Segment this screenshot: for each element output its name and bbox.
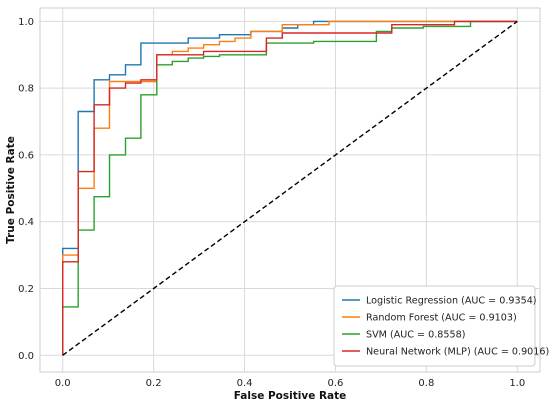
legend-entry: Logistic Regression (AUC = 0.9354) bbox=[366, 296, 537, 307]
series-line-3 bbox=[62, 20, 518, 356]
y-tick-label: 0.8 bbox=[18, 84, 34, 95]
x-tick-label: 0.0 bbox=[55, 378, 71, 389]
legend-entry: Neural Network (MLP) (AUC = 0.9016) bbox=[366, 347, 549, 358]
y-tick-label: 0.4 bbox=[18, 217, 34, 228]
y-tick-label: 0.6 bbox=[18, 150, 34, 161]
legend-entry: Random Forest (AUC = 0.9103) bbox=[366, 313, 517, 324]
x-tick-labels: 0.0 0.2 0.4 0.6 0.8 1.0 bbox=[55, 378, 525, 389]
chance-diagonal-line bbox=[62, 20, 518, 356]
y-tick-label: 1.0 bbox=[18, 17, 34, 28]
y-tick-label: 0.2 bbox=[18, 284, 34, 295]
legend-box bbox=[333, 285, 536, 367]
legend: Logistic Regression (AUC = 0.9354) Random… bbox=[333, 285, 549, 367]
x-tick-label: 1.0 bbox=[509, 378, 525, 389]
y-tick-labels: 0.0 0.2 0.4 0.6 0.8 1.0 bbox=[18, 17, 34, 362]
series-lines bbox=[62, 20, 518, 356]
y-tick-label: 0.0 bbox=[18, 351, 34, 362]
y-axis-label: True Positive Rate bbox=[5, 136, 17, 244]
legend-entry: SVM (AUC = 0.8558) bbox=[366, 330, 465, 341]
x-tick-label: 0.6 bbox=[328, 378, 344, 389]
x-tick-label: 0.4 bbox=[237, 378, 253, 389]
x-axis-label: False Positive Rate bbox=[234, 390, 347, 402]
x-tick-label: 0.2 bbox=[146, 378, 162, 389]
x-tick-label: 0.8 bbox=[418, 378, 434, 389]
